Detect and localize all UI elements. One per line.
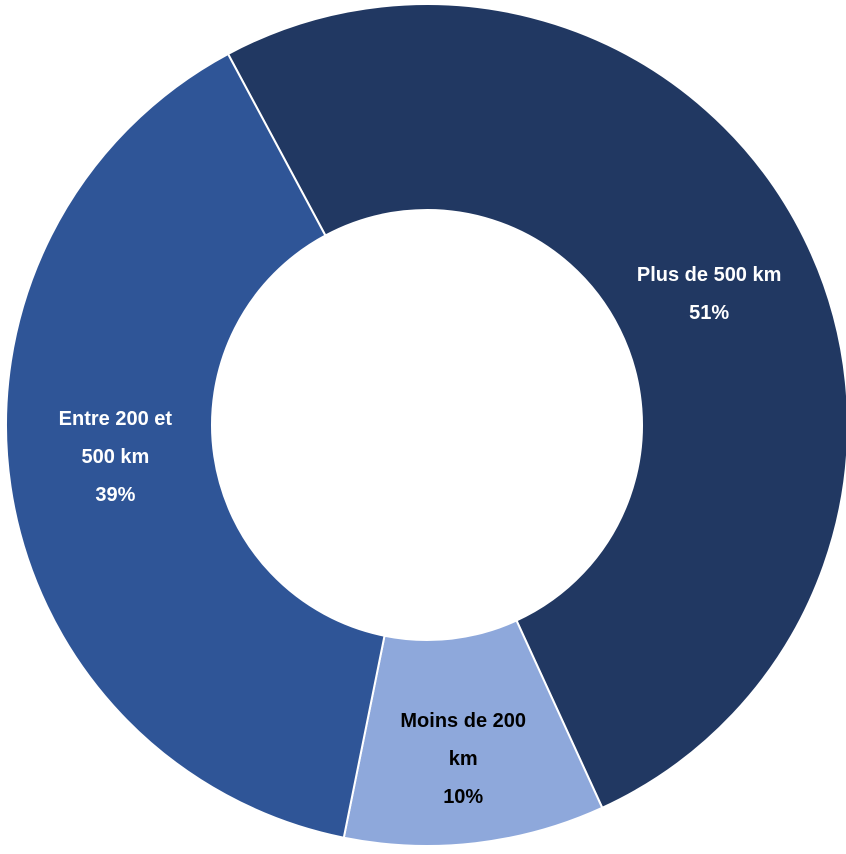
labels-layer: Plus de 500 km 51% Moins de 200 km 10% Entre … [59, 264, 782, 808]
slice-percent-label: 10% [443, 786, 483, 808]
slices-layer [5, 3, 846, 847]
slice-label-plus-de-500-km: Plus de 500 km 51% [637, 264, 782, 324]
slice-percent-label: 51% [689, 302, 729, 324]
slice-label-moins-de-200-km: Moins de 200 km 10% [400, 710, 526, 808]
donut-slice-plus-de-500-km [226, 3, 846, 810]
slice-category-label: Plus de 500 km [637, 264, 782, 286]
slice-category-label: Entre 200 et [59, 408, 173, 430]
donut-slice-entre-200-et-500-km [5, 52, 386, 839]
slice-category-label: km [449, 748, 478, 770]
slice-category-label: 500 km [81, 446, 149, 468]
slice-label-entre-200-et-500-km: Entre 200 et 500 km 39% [59, 408, 173, 506]
slice-category-label: Moins de 200 [400, 710, 526, 732]
slice-percent-label: 39% [95, 484, 135, 506]
